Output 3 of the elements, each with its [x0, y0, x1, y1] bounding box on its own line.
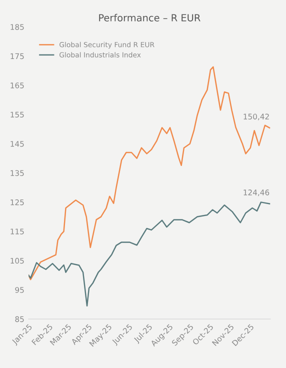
chart-title: Performance – R EUR [99, 14, 200, 22]
line-series [28, 66, 270, 280]
line-series [28, 202, 270, 307]
